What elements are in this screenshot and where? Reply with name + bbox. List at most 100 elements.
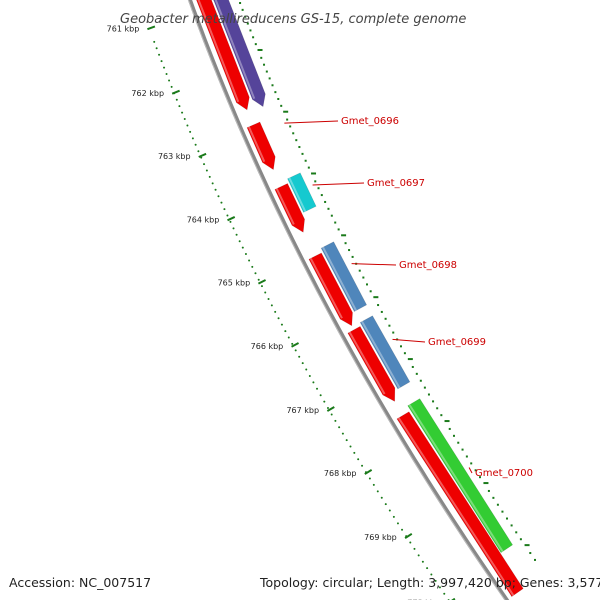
scale-dot (205, 169, 208, 172)
scale-dot (298, 355, 301, 358)
scale-dot (189, 130, 192, 133)
outer-dot (440, 414, 443, 417)
outer-dot (311, 172, 317, 175)
scale-dot (160, 60, 163, 63)
scale-dot (277, 317, 280, 320)
gene-labels: Gmet_0696 Gmet_0697 Gmet_0698 Gmet_0699 Gmet… (284, 116, 533, 479)
scale-dot (392, 515, 395, 518)
scale-dot (238, 240, 241, 243)
scale-dot (380, 496, 383, 499)
outer-dot (260, 56, 263, 59)
scale-tick (171, 89, 180, 95)
scale-dot (194, 143, 197, 146)
gene-leader-line (468, 467, 473, 474)
scale-dot (248, 259, 251, 262)
scale-tick (326, 406, 335, 412)
outer-dot (399, 345, 402, 348)
outer-dot (407, 358, 413, 361)
outer-dot (351, 255, 354, 258)
gene-label: Gmet_0697 (367, 178, 425, 189)
scale-dot (280, 323, 283, 326)
gene-label: Gmet_0698 (399, 260, 457, 271)
outer-dot (492, 496, 495, 499)
outer-dot (274, 91, 277, 94)
outer-dot (317, 187, 320, 190)
outer-dot (411, 365, 414, 368)
outer-dot (241, 8, 244, 11)
outer-dot (483, 482, 489, 485)
outer-dot (461, 448, 464, 451)
scale-dot (165, 73, 168, 76)
scale-dot (353, 451, 356, 454)
outer-dot (487, 489, 490, 492)
outer-dot (515, 531, 518, 534)
scale-dot (181, 111, 184, 114)
outer-dotted-track (239, 2, 537, 561)
tick-labels: 761 kbp 762 kbp 763 kbp 764 kbp 765 kbp 766 k… (107, 25, 440, 600)
outer-dot (419, 379, 422, 382)
outer-dot (452, 434, 455, 437)
accession-text: Accession: NC_007517 (9, 575, 152, 590)
scale-dot (396, 522, 399, 525)
scale-dot (438, 586, 441, 589)
outer-dot (436, 407, 439, 410)
outer-dot (348, 249, 351, 252)
outer-dot (292, 132, 295, 135)
outer-dot (427, 393, 430, 396)
outer-dot (289, 125, 292, 128)
outer-dot (239, 2, 242, 5)
scale-dot (186, 124, 189, 127)
outer-dot (263, 63, 266, 66)
scale-dot (175, 98, 178, 101)
scale-tick (147, 25, 156, 31)
cds-block-green (407, 398, 514, 554)
outer-dot (415, 372, 418, 375)
scale-tick (227, 216, 236, 222)
outer-dot (304, 159, 307, 162)
outer-dot (341, 234, 347, 237)
scale-dot (235, 233, 238, 236)
outer-dot (268, 77, 271, 80)
cds-block-steel-blue-sheen (361, 320, 401, 389)
outer-dot (280, 104, 283, 107)
scale-dot (319, 394, 322, 397)
outer-dot (246, 22, 249, 25)
scale-dot (376, 490, 379, 493)
red-gene-block (274, 183, 305, 233)
scale-dot (308, 374, 311, 377)
cds-block-steel-blue-sheen (322, 246, 357, 312)
red-gene-block-sheen (197, 0, 240, 103)
outer-dot (392, 331, 395, 334)
scale-dot (264, 291, 267, 294)
scale-dot (270, 304, 273, 307)
scale-dot (284, 330, 287, 333)
scale-dot (158, 53, 161, 56)
scale-dot (384, 503, 387, 506)
tick-label: 764 kbp (187, 215, 220, 224)
outer-dot (283, 110, 289, 113)
gene-label: Gmet_0700 (475, 468, 533, 479)
outer-dot (380, 310, 383, 313)
scale-tick (451, 597, 456, 600)
gene-leader-line (392, 338, 426, 343)
scale-dot (274, 310, 277, 313)
scale-dot (178, 105, 181, 108)
outer-dot (403, 352, 406, 355)
scale-dot (294, 349, 297, 352)
cds-block-cyan (287, 172, 317, 213)
red-gene-block (308, 252, 353, 327)
outer-dot (327, 207, 330, 210)
outer-dot (373, 296, 379, 299)
outer-dot (286, 118, 289, 121)
scale-dot (372, 483, 375, 486)
scale-dot (345, 439, 348, 442)
red-gene-block (246, 121, 276, 171)
scale-dot (170, 85, 173, 88)
scale-dot (191, 137, 194, 140)
outer-dot (365, 283, 368, 286)
scale-dot (287, 336, 290, 339)
scale-dot (153, 40, 156, 43)
tick-label: 763 kbp (158, 152, 191, 161)
outer-dot (369, 290, 372, 293)
